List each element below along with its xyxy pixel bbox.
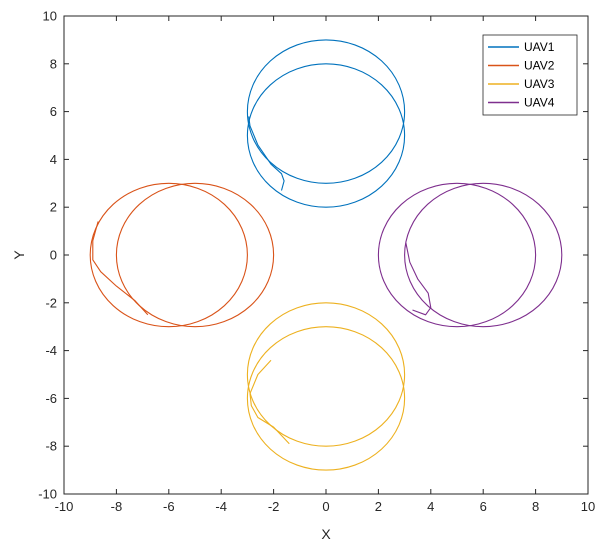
- y-tick-label: -10: [38, 487, 57, 502]
- y-axis-label: Y: [11, 250, 27, 260]
- legend: UAV1 UAV2 UAV3 UAV4: [482, 34, 578, 116]
- trajectory-loop: [246, 326, 406, 471]
- tick-layer: -10 -8 -6 -4 -2 0 2 4 6 8 10 10 8 6 4 2 0 -2 -4 -6 -8 -10: [38, 9, 595, 515]
- transient-path: [92, 221, 149, 316]
- y-tick-label: -2: [45, 295, 57, 310]
- y-tick-label: 2: [50, 200, 57, 215]
- x-tick-label: 0: [322, 499, 329, 514]
- trajectory-loop: [377, 182, 537, 328]
- x-tick-label: 6: [480, 499, 487, 514]
- y-tick-label: -8: [45, 439, 57, 454]
- x-axis-label: X: [321, 526, 331, 542]
- legend-label: UAV2: [524, 59, 555, 73]
- trajectory-loop: [246, 63, 406, 208]
- transient-path: [405, 242, 432, 316]
- trajectory-loop: [246, 39, 406, 184]
- transient-path: [248, 116, 285, 191]
- y-tick-label: 0: [50, 248, 57, 263]
- x-tick-label: -6: [163, 499, 175, 514]
- legend-label: UAV4: [524, 96, 555, 110]
- x-tick-label: 4: [427, 499, 434, 514]
- x-tick-label: -2: [268, 499, 280, 514]
- x-tick-label: -8: [111, 499, 123, 514]
- series-uav3: [246, 302, 406, 471]
- x-tick-label: -4: [215, 499, 227, 514]
- trajectory-loop: [89, 182, 248, 328]
- y-tick-label: 4: [50, 152, 57, 167]
- trajectory-loop: [246, 302, 406, 447]
- legend-label: UAV1: [524, 40, 555, 54]
- series-uav2: [89, 182, 275, 328]
- legend-box: [482, 34, 578, 116]
- trajectory-loop: [115, 182, 275, 328]
- y-tick-label: 8: [50, 56, 57, 71]
- y-tick-label: 6: [50, 104, 57, 119]
- legend-label: UAV3: [524, 77, 555, 91]
- y-tick-label: -4: [45, 343, 57, 358]
- y-tick-label: -6: [45, 391, 57, 406]
- series-layer: [89, 39, 563, 471]
- x-tick-label: 2: [375, 499, 382, 514]
- x-tick-label: 10: [581, 499, 595, 514]
- series-uav4: [377, 182, 563, 328]
- trajectory-loop: [404, 182, 563, 328]
- transient-path: [249, 359, 290, 445]
- x-tick-label: 8: [532, 499, 539, 514]
- y-tick-label: 10: [43, 9, 57, 24]
- x-tick-label: -10: [55, 499, 74, 514]
- series-uav1: [246, 39, 406, 208]
